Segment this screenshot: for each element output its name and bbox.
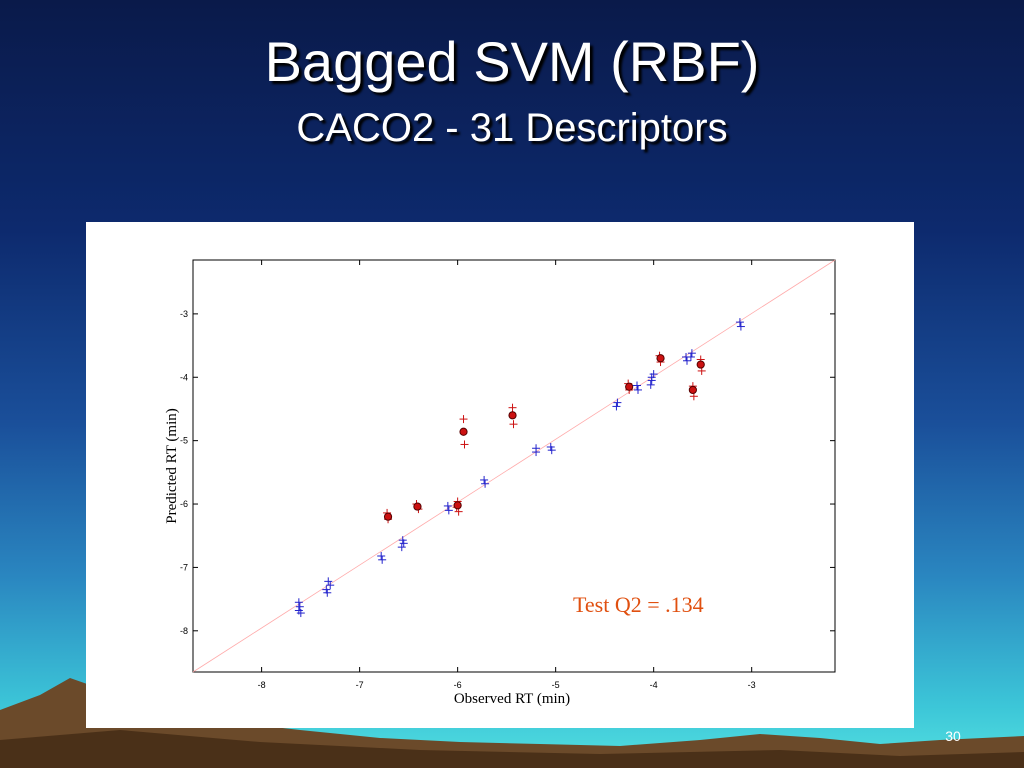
train-point bbox=[324, 577, 333, 586]
train-point bbox=[682, 356, 691, 365]
y-tick-label: -5 bbox=[180, 436, 188, 446]
x-axis-title: Observed RT (min) bbox=[454, 691, 570, 707]
test-mean-point bbox=[453, 501, 462, 510]
train-point bbox=[397, 543, 406, 552]
test-mean-point bbox=[383, 512, 393, 521]
test-point bbox=[509, 420, 518, 429]
test-mean-point bbox=[459, 427, 468, 436]
test-point bbox=[460, 440, 469, 449]
train-point bbox=[377, 552, 386, 561]
train-point bbox=[547, 446, 556, 455]
train-point bbox=[686, 352, 695, 361]
train-point bbox=[736, 322, 745, 331]
y-tick-label: -7 bbox=[180, 562, 188, 572]
test-mean-point bbox=[625, 382, 634, 391]
train-point bbox=[646, 380, 655, 389]
x-tick-label: -6 bbox=[454, 680, 462, 690]
test-point bbox=[459, 415, 468, 424]
x-tick-label: -3 bbox=[748, 680, 756, 690]
slide-title: Bagged SVM (RBF) bbox=[264, 30, 760, 93]
x-tick-label: -5 bbox=[552, 680, 560, 690]
chart-panel: -8 -7 -6 -5 -4 -3 -8 -7 -6 -5 -4 -3 Observed RT (mi… bbox=[86, 222, 914, 728]
test-mean-point bbox=[508, 411, 517, 420]
train-point bbox=[687, 349, 696, 358]
plot-frame bbox=[192, 259, 836, 673]
train-point bbox=[326, 581, 335, 590]
train-point bbox=[323, 588, 332, 597]
train-point bbox=[444, 506, 453, 515]
train-point bbox=[532, 448, 541, 457]
mountain-silhouette bbox=[0, 678, 1024, 768]
train-point bbox=[295, 602, 304, 611]
train-point bbox=[378, 555, 387, 564]
train-point bbox=[649, 370, 658, 379]
x-tick-label: -8 bbox=[258, 680, 266, 690]
y-tick-label: -8 bbox=[180, 626, 188, 636]
x-tick-label: -4 bbox=[650, 680, 658, 690]
train-point bbox=[613, 398, 622, 407]
y-tick-label: -4 bbox=[180, 372, 188, 382]
y-axis-title: Predicted RT (min) bbox=[164, 408, 180, 523]
train-point bbox=[647, 373, 656, 382]
test-mean-point bbox=[413, 502, 422, 511]
train-point bbox=[480, 475, 489, 484]
train-point bbox=[612, 402, 621, 411]
train-point bbox=[398, 536, 407, 545]
train-point bbox=[481, 479, 490, 488]
scatter-chart: -8 -7 -6 -5 -4 -3 -8 -7 -6 -5 -4 -3 Observed RT (mi… bbox=[164, 259, 836, 707]
train-point bbox=[633, 381, 642, 390]
test-point bbox=[508, 403, 517, 412]
test-mean-point bbox=[656, 354, 665, 363]
test-mean-point bbox=[688, 385, 697, 395]
train-point bbox=[735, 318, 744, 327]
y-tick-label: -3 bbox=[180, 309, 188, 319]
page-number: 30 bbox=[945, 728, 961, 744]
q2-annotation: Test Q2 = .134 bbox=[573, 592, 704, 617]
slide-subtitle: CACO2 - 31 Descriptors bbox=[296, 106, 728, 150]
train-point bbox=[296, 609, 305, 618]
train-point bbox=[546, 442, 555, 451]
x-tick-label: -7 bbox=[356, 680, 364, 690]
test-mean-point bbox=[696, 360, 705, 369]
train-point bbox=[633, 385, 642, 394]
y-tick-label: -6 bbox=[180, 499, 188, 509]
train-point bbox=[399, 539, 408, 548]
train-point bbox=[322, 585, 331, 594]
train-point bbox=[443, 501, 452, 510]
train-point bbox=[294, 598, 303, 607]
